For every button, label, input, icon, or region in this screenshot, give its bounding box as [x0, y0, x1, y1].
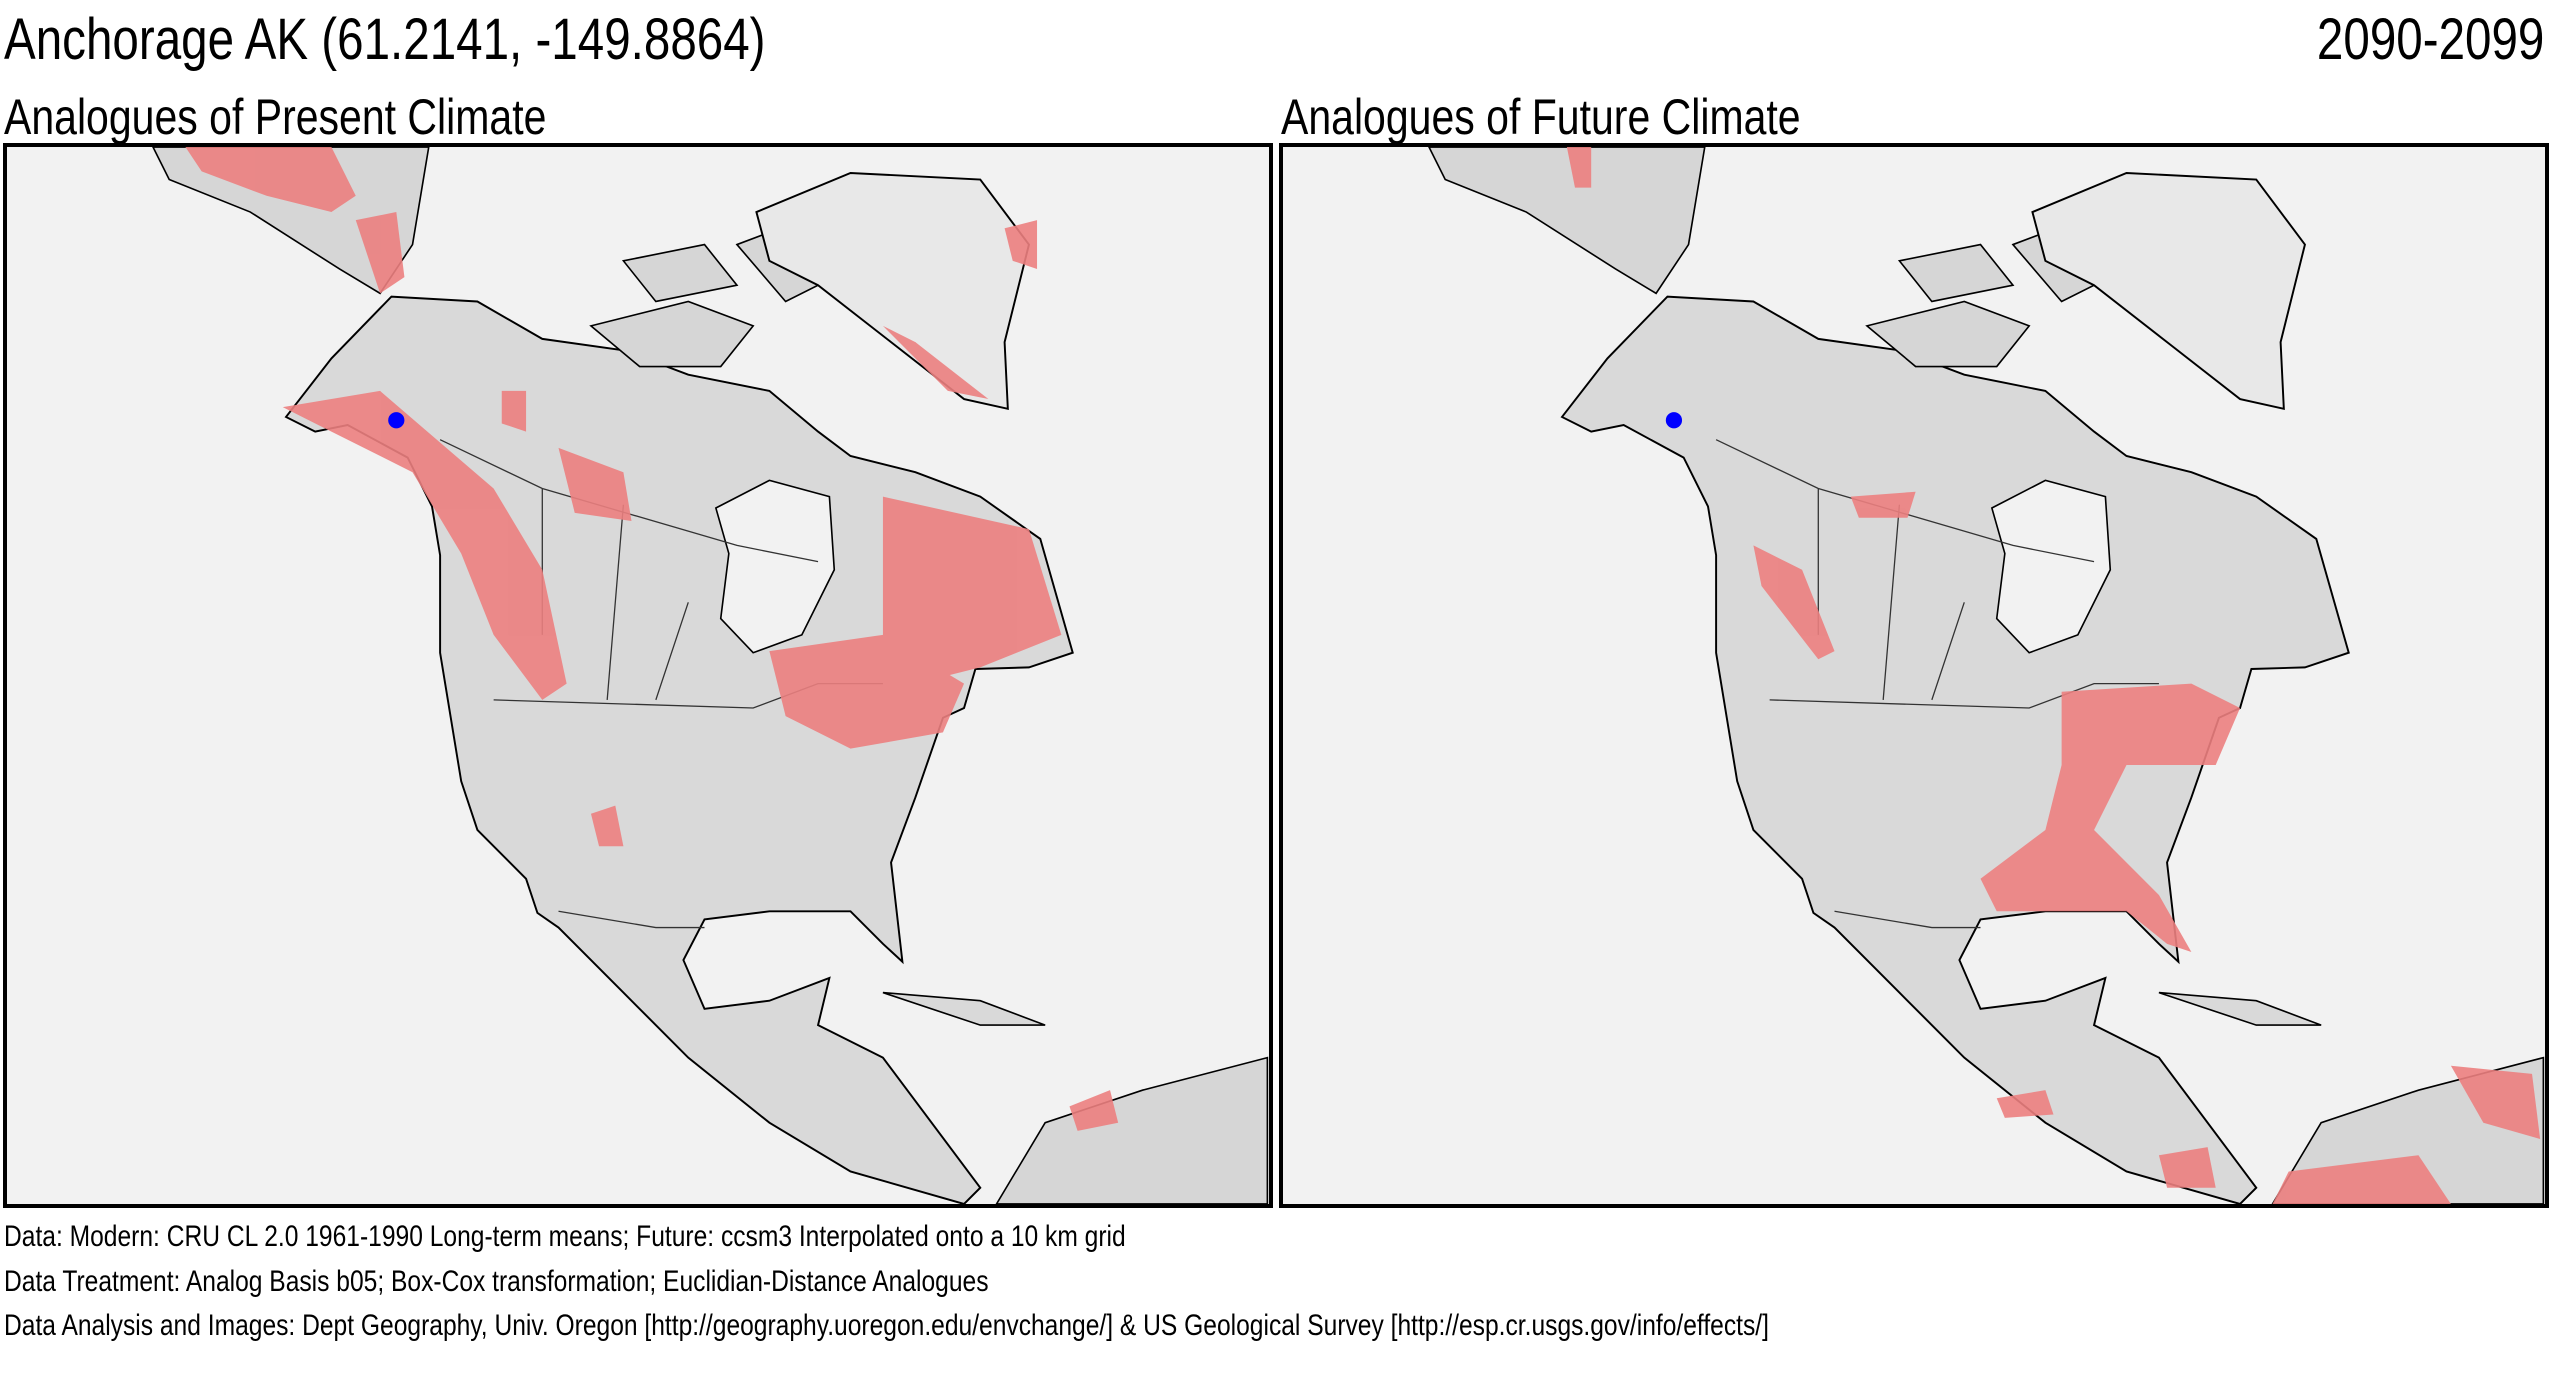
analog-area-quebec: [882, 496, 1062, 684]
analog-area-bc-rockies: [1753, 545, 1835, 660]
analog-area-great-lakes: [769, 634, 965, 749]
analog-area-venezuela: [2450, 1065, 2541, 1139]
future-map-title: Analogues of Future Climate: [1281, 88, 1915, 146]
present-analog-areas: [185, 147, 1119, 1131]
future-title-text: Analogues of Future Climate: [1281, 89, 1801, 145]
analog-area-colorado: [590, 805, 624, 847]
footer-data-text: Data: Modern: CRU CL 2.0 1961-1990 Long-…: [4, 1220, 1126, 1253]
analog-area-siberia: [185, 147, 356, 213]
analog-area-nwt: [1850, 491, 1916, 518]
present-title-text: Analogues of Present Climate: [4, 89, 547, 145]
location-text: Anchorage AK (61.2141, -149.8864): [4, 7, 766, 72]
footer-analysis-text: Data Analysis and Images: Dept Geography…: [4, 1309, 1769, 1342]
analog-area-iceland: [1004, 220, 1038, 269]
north-america-basemap: [1428, 147, 2545, 1204]
future-analog-areas: [1566, 147, 2541, 1204]
site-location-marker: [1665, 412, 1683, 429]
footer-data-analysis: Data Analysis and Images: Dept Geography…: [4, 1309, 2156, 1343]
site-location-marker: [388, 412, 405, 429]
analog-area-mexico: [1996, 1090, 2054, 1118]
period-text: 2090-2099: [2316, 7, 2544, 72]
analog-area-south-america: [2272, 1155, 2451, 1204]
location-title: Anchorage AK (61.2141, -149.8864): [4, 6, 933, 73]
analog-area-central-america: [2158, 1147, 2216, 1188]
present-climate-map[interactable]: [3, 143, 1273, 1208]
north-america-basemap: [152, 147, 1269, 1204]
footer-data-source: Data: Modern: CRU CL 2.0 1961-1990 Long-…: [4, 1220, 1372, 1254]
analog-area-nwt: [558, 447, 632, 522]
analog-area-greenland: [882, 325, 989, 400]
time-period: 2090-2099: [2267, 6, 2544, 73]
analog-area-yukon: [501, 390, 527, 432]
analog-area-chukotka: [355, 212, 405, 294]
future-climate-map[interactable]: [1279, 143, 2549, 1208]
analog-area-colombia: [1069, 1090, 1119, 1131]
present-map-title: Analogues of Present Climate: [4, 88, 665, 146]
analog-area-eastern-us: [1980, 683, 2241, 952]
analog-area-siberia: [1566, 147, 1592, 188]
future-map-canvas: [1428, 147, 2545, 1204]
analog-area-alaska-bc: [282, 390, 567, 700]
footer-data-treatment: Data Treatment: Analog Basis b05; Box-Co…: [4, 1265, 1205, 1299]
footer-treatment-text: Data Treatment: Analog Basis b05; Box-Co…: [4, 1265, 989, 1298]
present-map-canvas: [152, 147, 1269, 1204]
